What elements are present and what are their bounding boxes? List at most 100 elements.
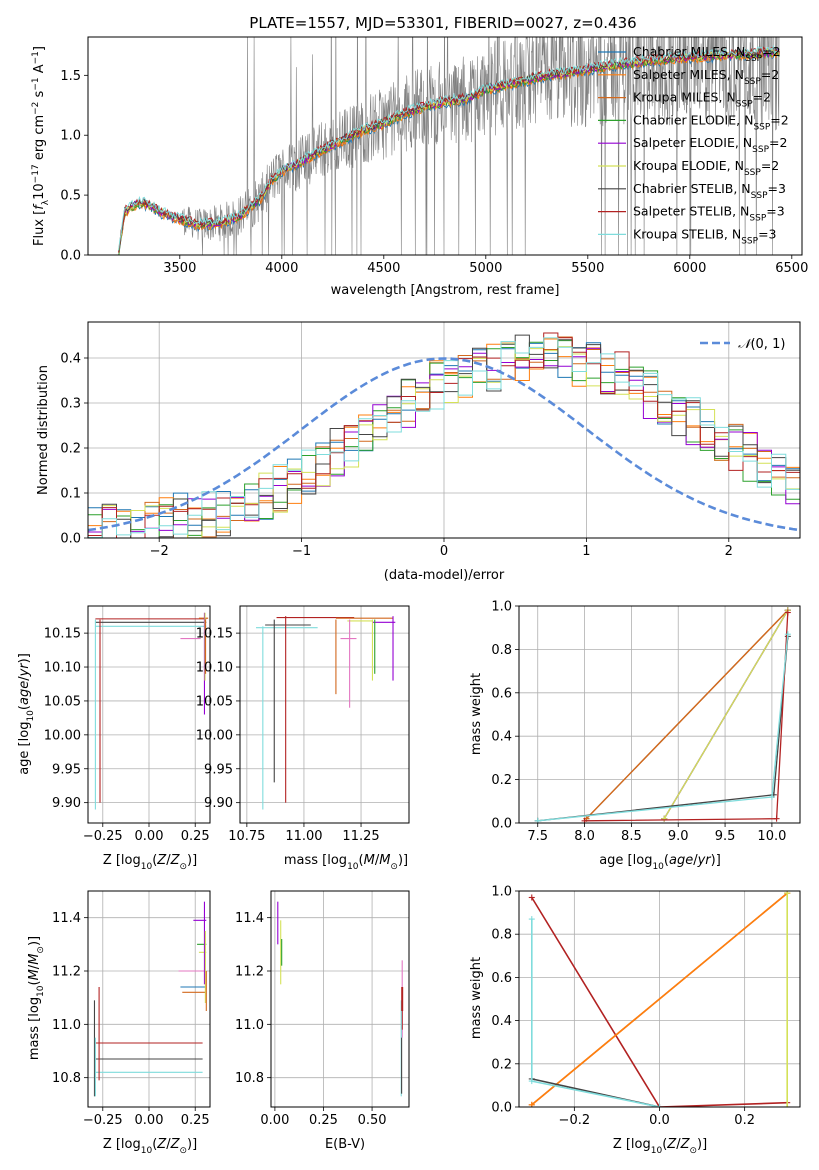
text-part: SSP [749,214,766,224]
x-axis-label: Z [log10(Z/Z⊙)] [103,853,197,872]
text-part: yr [17,662,32,678]
age-vs-mass-panel: 10.75 11.00 11.25 9.90 9.95 10.00 10.05 10.10 10… [196,605,410,872]
text-part: =2 [762,44,780,59]
text-part: =3 [758,226,776,241]
text-part: Z [log [103,1137,141,1152]
observed-spectrum [118,37,780,255]
y-tick-label: 0.0 [60,249,81,264]
legend-entry: Chabrier ELODIE, NSSP=2 [633,112,789,132]
y-tick-label: 1.0 [60,129,81,144]
text-part: / [17,676,32,681]
text-part: s [32,90,47,101]
text-part: ( [27,980,42,985]
text-part: ( [152,853,157,868]
text-part: mass [log [27,997,42,1060]
x-tick-label: 8.0 [574,829,595,844]
x-tick-label: 0 [440,544,448,559]
y-tick-label: 0.8 [491,928,512,943]
text-part: Chabrier STELIB, N [633,181,751,196]
text-part: Z [156,853,167,868]
text-part: Kroupa MILES, N [633,90,736,105]
text-part: ( [662,1137,667,1152]
weight-series-line [531,897,788,1107]
x-tick-label: 0.25 [181,829,210,844]
y-tick-label: 1.5 [60,69,81,84]
text-part: Z [680,1137,691,1152]
x-tick-label: 5000 [469,261,502,276]
x-tick-label: −1 [292,544,311,559]
text-part: M [27,954,42,965]
text-part: 10 [32,183,47,200]
x-axis-label: (data-model)/error [384,568,505,583]
x-tick-label: 5500 [571,261,604,276]
y-tick-label: 10.10 [44,661,81,676]
text-part: SSP [741,236,758,246]
text-part: Flux [ [32,210,47,246]
text-part: ( [359,853,364,868]
legend-entry: Chabrier MILES, NSSP=2 [633,44,781,64]
y-tick-label: 11.2 [52,965,81,980]
text-part: −1 [31,51,41,64]
y-tick-label: 10.05 [196,694,233,709]
text-part: / [27,964,42,969]
normal-distribution-curve [88,357,800,532]
text-part: =2 [769,135,787,150]
text-part: =3 [766,204,784,219]
text-part: 10 [36,985,46,997]
text-part: −2 [31,102,41,115]
text-part: ⊙ [179,862,187,872]
y-axis-label: mass [log10(M/M⊙)] [27,936,46,1060]
y-tick-label: 0.2 [60,442,81,457]
y-tick-label: 9.95 [52,762,81,777]
text-part: Chabrier ELODIE, N [633,112,753,127]
x-tick-label: 0.50 [358,1113,387,1128]
text-part: )] [711,853,721,868]
y-tick-label: 10.15 [44,627,81,642]
text-part: 10 [141,1146,153,1156]
x-tick-label: 0.00 [135,1113,164,1128]
text-part: age [17,681,32,705]
axes-frame [270,890,410,1108]
y-tick-label: 9.90 [204,796,233,811]
text-part: A [32,64,47,77]
x-tick-label: 11.25 [342,829,379,844]
text-part: / [375,853,380,868]
axes-frame [518,605,801,824]
x-axis-label: mass [log10(M/M⊙)] [284,853,408,872]
y-tick-label: 10.05 [44,694,81,709]
text-part: age [log [599,853,652,868]
weight-series-line [531,892,788,1106]
y-axis-label: mass weight [469,673,484,755]
y-tick-label: 10.00 [196,728,233,743]
text-part: / [166,853,171,868]
weight-series-line [585,609,789,820]
x-tick-label: 8.5 [621,829,642,844]
text-part: Z [666,1137,677,1152]
y-tick-label: 10.15 [196,627,233,642]
y-tick-label: 10.8 [235,1071,264,1086]
y-tick-label: 9.90 [52,796,81,811]
x-tick-label: 0.25 [309,1113,338,1128]
text-part: 10 [651,1146,663,1156]
y-tick-label: 0.5 [60,189,81,204]
x-tick-label: 7.5 [527,829,548,844]
x-tick-label: 9.0 [668,829,689,844]
text-part: M [379,853,390,868]
plot-area [528,891,791,1107]
text-part: =2 [753,90,771,105]
y-tick-label: 0.8 [491,643,512,658]
x-tick-label: 11.00 [285,829,322,844]
text-part: Z [log [613,1137,651,1152]
x-tick-label: 4500 [367,261,400,276]
legend-entry: Salpeter ELODIE, NSSP=2 [633,135,787,155]
y-axis-label: age [log10(age/yr)] [17,653,36,775]
text-part: =2 [761,158,779,173]
x-tick-label: 4000 [265,261,298,276]
text-part: SSP [753,122,770,132]
text-part: ( [664,853,669,868]
text-part: age [669,853,693,868]
text-part: age [log [17,722,32,775]
text-part: 10 [652,862,664,872]
x-axis-label: Z [log10(Z/Z⊙)] [103,1137,197,1156]
